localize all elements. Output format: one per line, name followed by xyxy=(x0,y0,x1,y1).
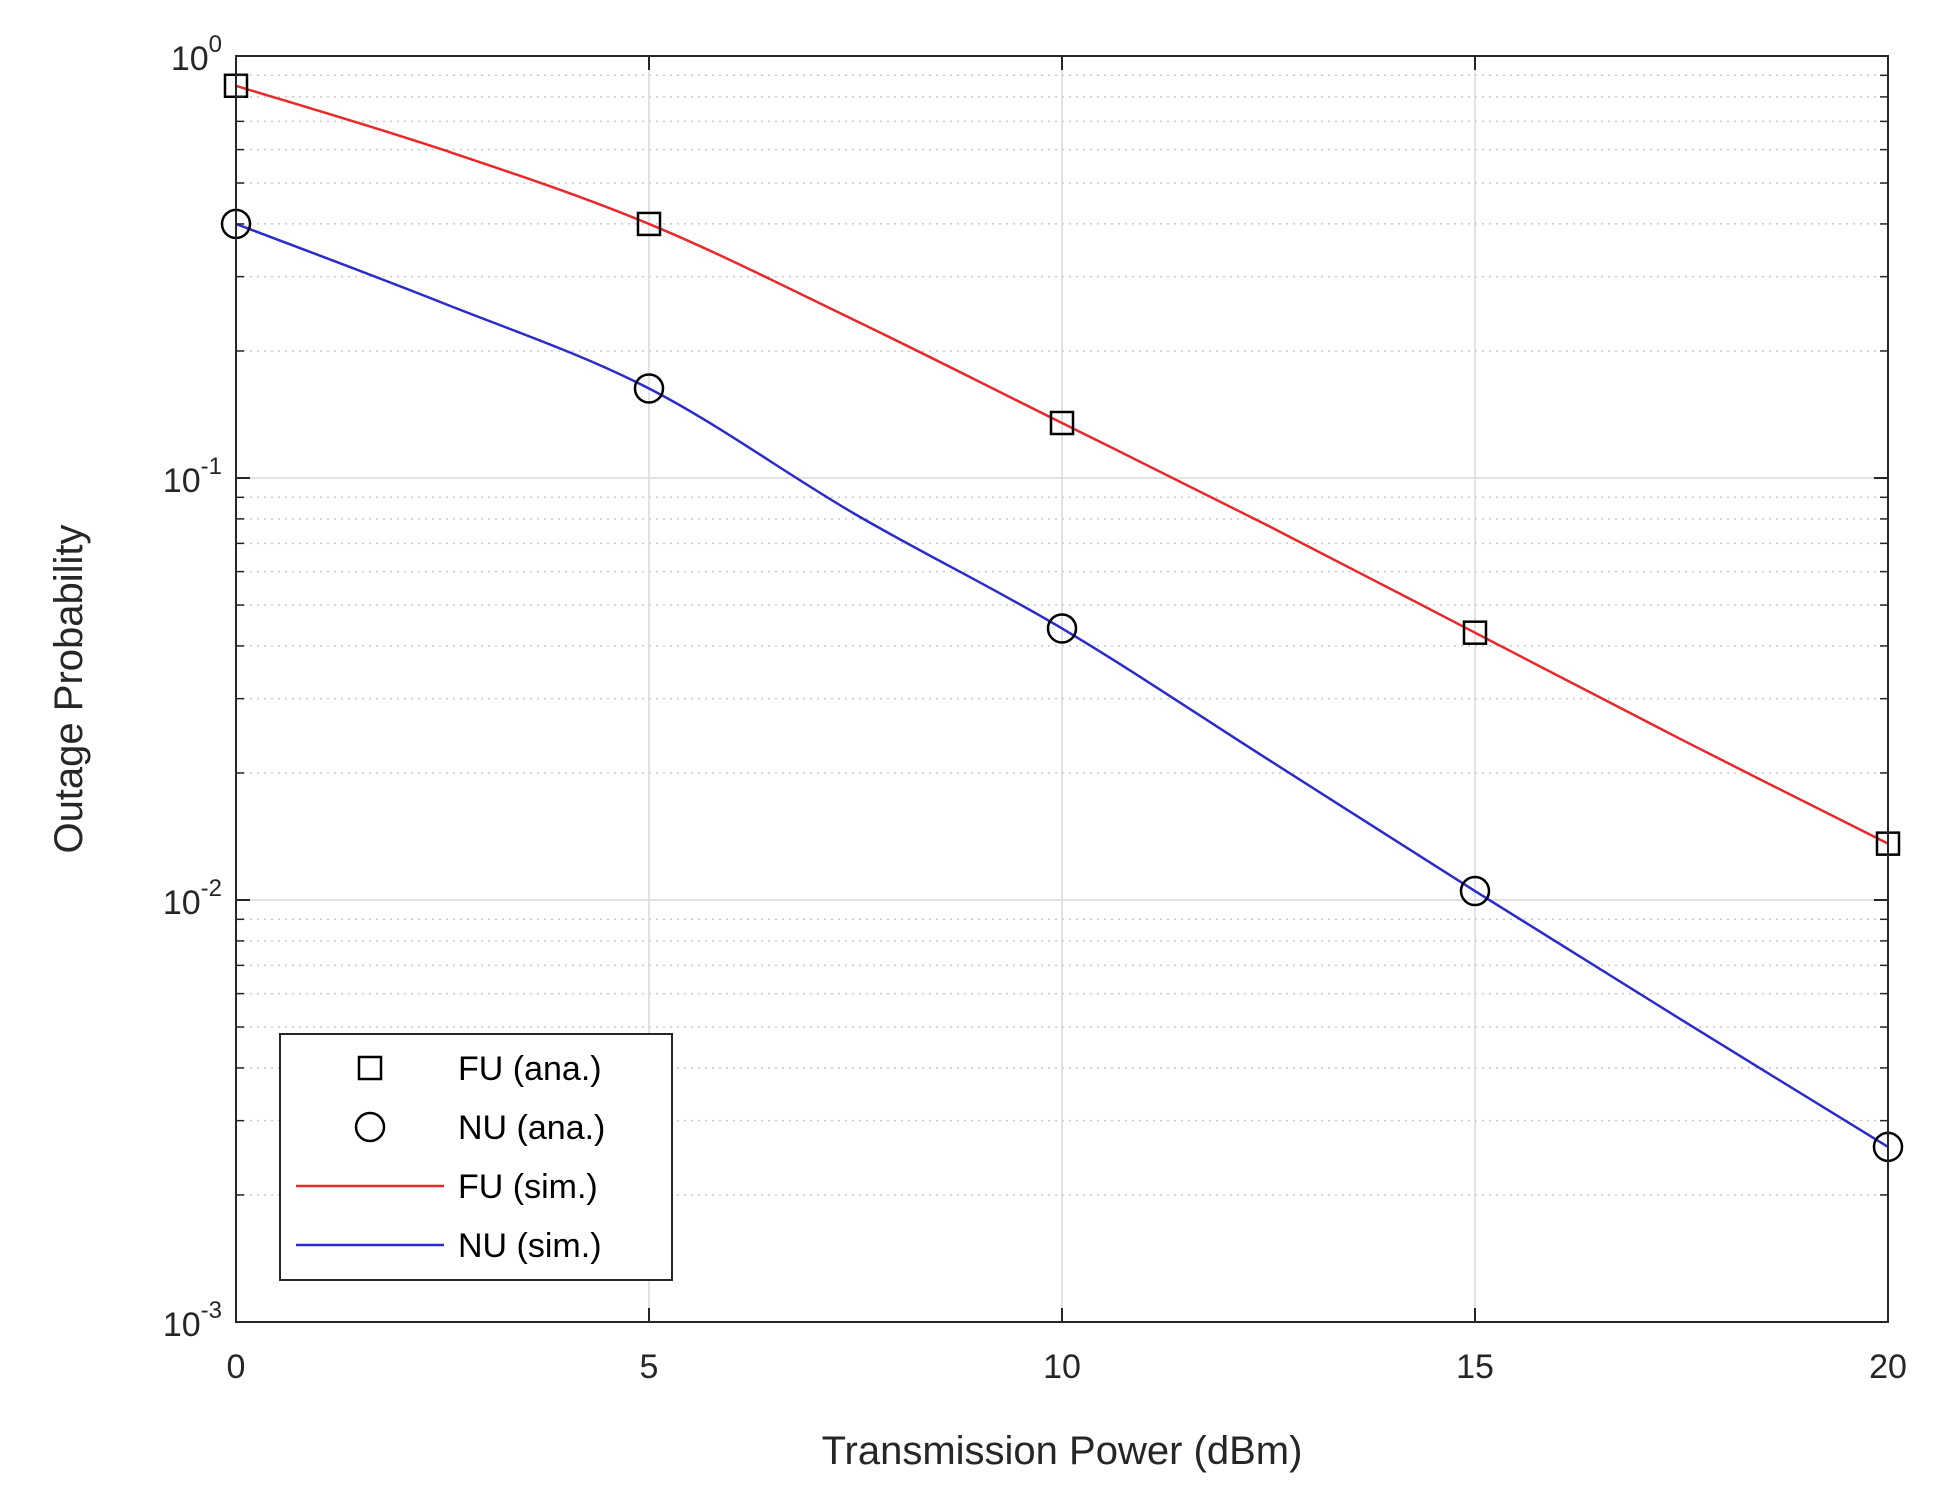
circle-marker xyxy=(633,373,665,404)
y-tick-label: 100 xyxy=(171,31,222,78)
legend-box xyxy=(279,1033,673,1281)
y-axis-ticks: 10-3 10-2 10-1 100 xyxy=(163,31,1888,1344)
legend-label: FU (sim.) xyxy=(458,1168,598,1206)
square-marker xyxy=(636,211,662,237)
x-tick-label: 15 xyxy=(1456,1348,1494,1386)
y-tick-label: 10-3 xyxy=(163,1297,222,1344)
legend: FU (ana.) NU (ana.) FU (sim.) NU (sim.) xyxy=(279,1033,673,1281)
x-tick-label: 5 xyxy=(640,1348,659,1386)
y-tick-label: 10-2 xyxy=(163,875,222,922)
series-line-3 xyxy=(235,222,1889,1148)
square-marker xyxy=(1462,620,1488,645)
series-line-2 xyxy=(235,84,1889,845)
square-marker xyxy=(1049,410,1075,436)
y-tick-label: 10-1 xyxy=(163,453,222,500)
x-tick-label: 0 xyxy=(227,1348,246,1386)
circle-marker xyxy=(1046,613,1078,644)
series-lines xyxy=(235,84,1889,1148)
legend-label: NU (sim.) xyxy=(458,1227,602,1265)
x-axis-ticks: 0 5 10 15 20 xyxy=(227,56,1907,1386)
legend-label: FU (ana.) xyxy=(458,1050,602,1088)
legend-label: NU (ana.) xyxy=(458,1109,605,1147)
x-axis-title: Transmission Power (dBm) xyxy=(822,1429,1303,1473)
circle-marker xyxy=(1459,875,1491,907)
legend-square-swatch xyxy=(357,1055,383,1081)
y-axis-title: Outage Probability xyxy=(47,524,91,853)
x-tick-label: 10 xyxy=(1043,1348,1081,1386)
legend-circle-swatch xyxy=(354,1111,386,1143)
x-tick-label: 20 xyxy=(1869,1348,1907,1386)
